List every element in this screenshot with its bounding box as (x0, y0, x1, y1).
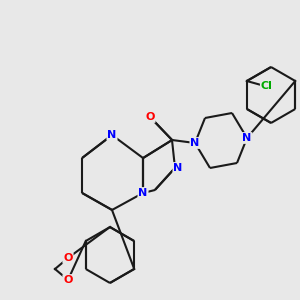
Text: O: O (145, 112, 155, 122)
Text: O: O (63, 275, 73, 285)
Text: N: N (190, 138, 200, 148)
Text: O: O (63, 253, 73, 263)
Text: N: N (173, 163, 183, 173)
Text: N: N (242, 133, 252, 143)
Text: N: N (107, 130, 117, 140)
Text: Cl: Cl (261, 81, 273, 91)
Text: N: N (138, 188, 148, 198)
